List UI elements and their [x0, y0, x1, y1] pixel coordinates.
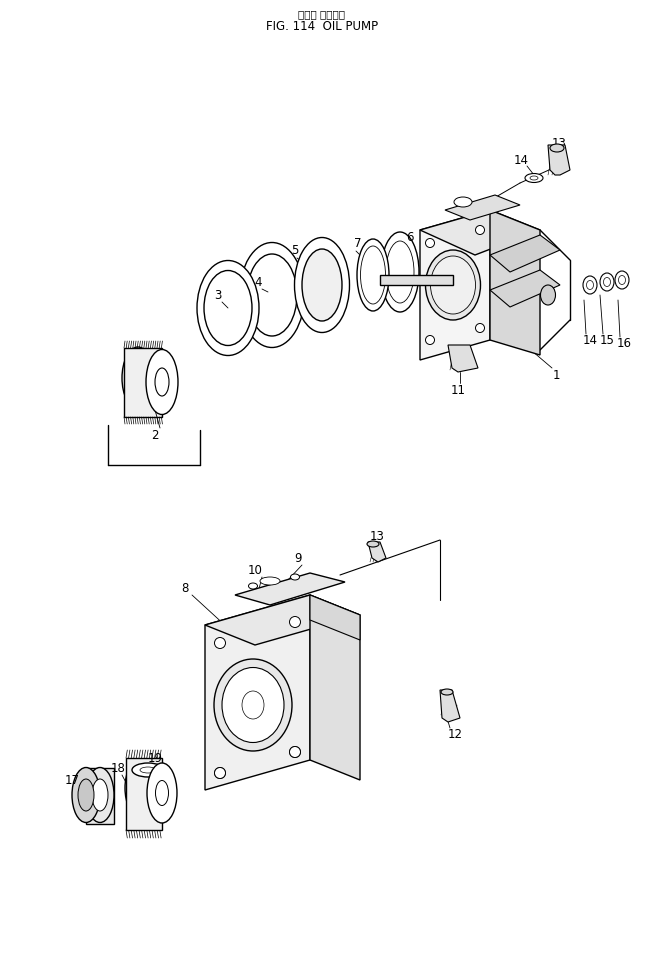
Polygon shape [126, 758, 162, 830]
Ellipse shape [295, 237, 350, 333]
Ellipse shape [367, 541, 379, 547]
Text: 14: 14 [513, 154, 528, 166]
Ellipse shape [86, 768, 114, 822]
Text: 9: 9 [294, 552, 302, 564]
Ellipse shape [72, 768, 100, 822]
Text: 13: 13 [551, 137, 566, 149]
Ellipse shape [290, 574, 299, 580]
Text: 2: 2 [151, 428, 159, 442]
Text: 7: 7 [354, 236, 362, 250]
Text: 6: 6 [406, 230, 413, 244]
Text: 8: 8 [181, 581, 189, 595]
Ellipse shape [215, 768, 226, 778]
Ellipse shape [197, 260, 259, 356]
Ellipse shape [125, 759, 155, 817]
Text: 1: 1 [552, 368, 560, 381]
Ellipse shape [430, 256, 475, 314]
Ellipse shape [242, 691, 264, 719]
Ellipse shape [239, 243, 304, 347]
Polygon shape [420, 210, 540, 255]
Ellipse shape [475, 323, 484, 333]
Ellipse shape [426, 250, 481, 320]
Polygon shape [490, 235, 560, 272]
Ellipse shape [426, 336, 435, 344]
Polygon shape [448, 345, 478, 372]
Ellipse shape [146, 350, 178, 415]
Polygon shape [368, 542, 386, 562]
Text: 4: 4 [254, 275, 262, 289]
Ellipse shape [475, 226, 484, 234]
Ellipse shape [290, 747, 301, 757]
Polygon shape [235, 573, 345, 605]
Text: オイル ホンプ゜: オイル ホンプ゜ [299, 9, 346, 19]
Ellipse shape [441, 689, 453, 695]
Text: FIG. 114  OIL PUMP: FIG. 114 OIL PUMP [266, 19, 378, 33]
Ellipse shape [302, 249, 342, 321]
Polygon shape [490, 210, 540, 355]
Polygon shape [310, 595, 360, 780]
Polygon shape [420, 210, 490, 360]
Polygon shape [86, 768, 114, 824]
Text: 10: 10 [248, 563, 263, 576]
Ellipse shape [222, 667, 284, 743]
Ellipse shape [215, 638, 226, 648]
Ellipse shape [541, 285, 555, 305]
Ellipse shape [386, 241, 414, 303]
Text: 17: 17 [64, 773, 79, 787]
Polygon shape [440, 690, 460, 722]
Text: 12: 12 [448, 728, 462, 742]
Polygon shape [380, 275, 453, 285]
Ellipse shape [92, 779, 108, 811]
Text: 18: 18 [110, 762, 125, 774]
Ellipse shape [260, 577, 280, 585]
Ellipse shape [530, 176, 538, 180]
Ellipse shape [155, 780, 168, 806]
Ellipse shape [615, 271, 629, 289]
Ellipse shape [583, 276, 597, 294]
Ellipse shape [290, 747, 301, 757]
Text: 16: 16 [617, 337, 631, 350]
Ellipse shape [147, 763, 177, 823]
Ellipse shape [155, 368, 169, 396]
Ellipse shape [214, 659, 292, 751]
Text: 3: 3 [214, 289, 222, 301]
Text: 19: 19 [148, 751, 163, 765]
Ellipse shape [525, 173, 543, 183]
Text: 13: 13 [370, 531, 384, 544]
Ellipse shape [248, 583, 257, 589]
Ellipse shape [290, 617, 301, 627]
Ellipse shape [132, 763, 164, 777]
Polygon shape [548, 145, 570, 175]
Ellipse shape [381, 232, 419, 312]
Ellipse shape [122, 347, 154, 409]
Ellipse shape [361, 246, 386, 304]
Text: 14: 14 [582, 334, 597, 346]
Text: 11: 11 [450, 383, 466, 397]
Ellipse shape [454, 197, 472, 207]
Ellipse shape [204, 271, 252, 345]
Ellipse shape [78, 779, 94, 811]
Text: 5: 5 [292, 244, 299, 256]
Polygon shape [445, 195, 520, 220]
Ellipse shape [140, 767, 156, 773]
Polygon shape [205, 595, 360, 645]
Polygon shape [310, 595, 360, 640]
Polygon shape [205, 595, 310, 790]
Polygon shape [490, 270, 560, 307]
Ellipse shape [550, 144, 564, 152]
Text: 15: 15 [600, 334, 615, 346]
Ellipse shape [357, 239, 389, 311]
Ellipse shape [247, 254, 297, 336]
Ellipse shape [215, 768, 226, 778]
Polygon shape [124, 348, 162, 417]
Ellipse shape [426, 238, 435, 248]
Ellipse shape [600, 273, 614, 291]
